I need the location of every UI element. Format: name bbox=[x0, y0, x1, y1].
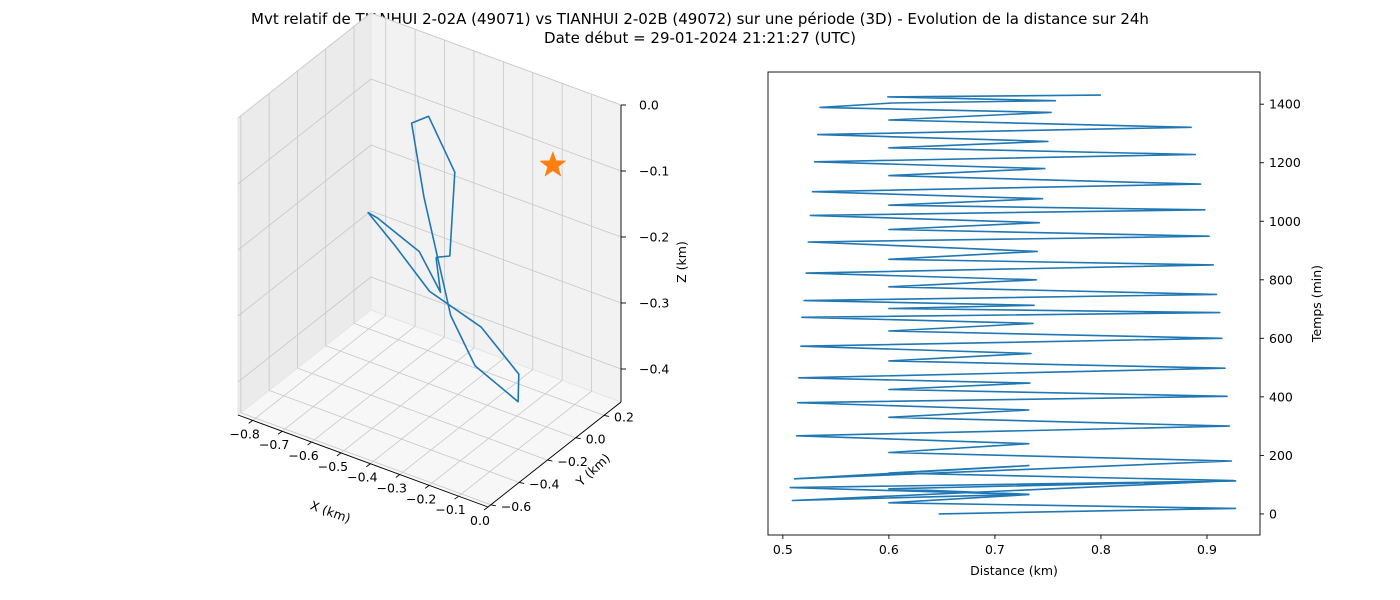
y-tick-label: −0.6 bbox=[501, 499, 531, 514]
gridline-x-floor bbox=[370, 358, 504, 465]
y-tick-label-2d: 1400 bbox=[1269, 97, 1301, 112]
x-tick-label-2d: 0.6 bbox=[879, 542, 899, 557]
gridline-y-floor bbox=[240, 412, 491, 506]
reference-star-marker bbox=[539, 150, 567, 177]
x-tick-label: −0.2 bbox=[406, 491, 436, 506]
axes-2d: 0.5 0.6 0.7 0.8 0.9 0 200 400 600 800 1000 1200 1400… bbox=[767, 71, 1324, 578]
x-tick-label: −0.6 bbox=[288, 448, 318, 463]
x-tick-label: 0.0 bbox=[470, 513, 490, 528]
y-tick-label-2d: 800 bbox=[1269, 272, 1293, 287]
gridline-y-floor bbox=[297, 367, 548, 461]
axis-lines-3d bbox=[237, 105, 622, 508]
y-tick-mark bbox=[575, 437, 581, 440]
gridline-x-floor bbox=[399, 369, 534, 475]
title-line-2: Date début = 29-01-2024 21:21:27 (UTC) bbox=[544, 29, 856, 47]
y-tick-label-2d: 1000 bbox=[1269, 214, 1301, 229]
x-tick-label-2d: 0.7 bbox=[985, 542, 1005, 557]
y-axis-label-2d: Temps (min) bbox=[1309, 265, 1324, 343]
gridline-x-floor bbox=[311, 336, 445, 443]
y-tick-label: −0.4 bbox=[529, 476, 559, 491]
gridline-z-back bbox=[370, 210, 622, 304]
x-axis-label: X (km) bbox=[308, 498, 352, 526]
x-tick-label: −0.7 bbox=[259, 437, 289, 452]
axes-3d: −0.8−0.7−0.6−0.5−0.4−0.3−0.2−0.10.0−0.6−… bbox=[230, 11, 689, 529]
gridline-x-floor bbox=[458, 390, 592, 497]
gridline-z-back bbox=[370, 12, 622, 106]
y-tick-mark bbox=[603, 414, 610, 417]
x-tick-label: −0.3 bbox=[377, 481, 407, 496]
title-line-1: Mvt relatif de TIANHUI 2-02A (49071) vs … bbox=[251, 10, 1149, 28]
gridline-z-left bbox=[237, 276, 372, 383]
y-tick-label: 0.0 bbox=[586, 432, 606, 447]
z-tick-label: −0.1 bbox=[639, 164, 669, 179]
x-tick-mark bbox=[277, 430, 283, 435]
x-tick-mark bbox=[336, 452, 342, 457]
x-tick-mark bbox=[366, 463, 371, 468]
z-tick-label: 0.0 bbox=[639, 98, 659, 113]
x-tick-mark bbox=[395, 474, 401, 478]
y-tick-label-2d: 400 bbox=[1269, 389, 1293, 404]
gridline-z-left bbox=[237, 210, 372, 317]
gridline-x-floor bbox=[281, 325, 416, 432]
relative-trajectory-line bbox=[367, 115, 520, 403]
y-tick-label-2d: 600 bbox=[1269, 331, 1293, 346]
x-tick-mark bbox=[248, 420, 253, 424]
z-axis-label: Z (km) bbox=[674, 241, 689, 283]
x-tick-mark bbox=[483, 506, 489, 511]
gridline-y-floor bbox=[325, 345, 576, 439]
y-axis-line bbox=[487, 401, 622, 508]
x-axis-label-2d: Distance (km) bbox=[970, 563, 1058, 578]
ticks-3d: −0.8−0.7−0.6−0.5−0.4−0.3−0.2−0.10.0−0.6−… bbox=[230, 98, 670, 529]
y-tick-mark bbox=[490, 504, 496, 507]
z-tick-label: −0.2 bbox=[639, 230, 669, 245]
y-tick-label: −0.2 bbox=[557, 454, 587, 469]
gridline-x-floor bbox=[252, 315, 386, 421]
y-tick-mark bbox=[547, 459, 553, 462]
gridline-y-floor bbox=[268, 390, 520, 483]
x-tick-label-2d: 0.8 bbox=[1091, 542, 1111, 557]
plot-frame bbox=[767, 71, 1261, 536]
y-tick-mark bbox=[519, 481, 525, 484]
y-tick-label: 0.2 bbox=[614, 409, 634, 424]
gridline-z-left bbox=[237, 12, 372, 119]
x-axis-line bbox=[237, 414, 489, 508]
gridline-z-left bbox=[237, 144, 372, 251]
z-tick-label: −0.4 bbox=[639, 362, 669, 377]
x-tick-label: −0.8 bbox=[230, 426, 260, 441]
distance-series-line bbox=[789, 94, 1237, 515]
gridline-z-back bbox=[370, 144, 622, 238]
x-tick-label: −0.5 bbox=[318, 459, 348, 474]
x-tick-label-2d: 0.9 bbox=[1197, 542, 1217, 557]
gridline-z-back bbox=[370, 78, 622, 172]
grid-3d bbox=[237, 12, 622, 508]
x-tick-mark bbox=[424, 484, 430, 489]
x-tick-label: −0.1 bbox=[435, 502, 465, 517]
z-tick-label: −0.3 bbox=[639, 296, 669, 311]
series-3d bbox=[367, 115, 567, 403]
x-tick-label: −0.4 bbox=[347, 470, 377, 485]
gridline-x-floor bbox=[428, 380, 563, 486]
x-tick-label-2d: 0.5 bbox=[773, 542, 793, 557]
ticks-2d: 0.5 0.6 0.7 0.8 0.9 0 200 400 600 800 1000 1200 1400 bbox=[773, 97, 1301, 557]
figure-title: Mvt relatif de TIANHUI 2-02A (49071) vs … bbox=[0, 10, 1400, 48]
gridline-z-left bbox=[237, 78, 372, 185]
y-tick-label-2d: 200 bbox=[1269, 448, 1293, 463]
x-tick-mark bbox=[307, 441, 312, 446]
y-tick-label-2d: 1200 bbox=[1269, 155, 1301, 170]
y-tick-label-2d: 0 bbox=[1269, 506, 1277, 521]
x-tick-mark bbox=[454, 495, 459, 500]
gridline-z-back bbox=[370, 276, 622, 370]
gridline-x-floor bbox=[340, 347, 475, 454]
